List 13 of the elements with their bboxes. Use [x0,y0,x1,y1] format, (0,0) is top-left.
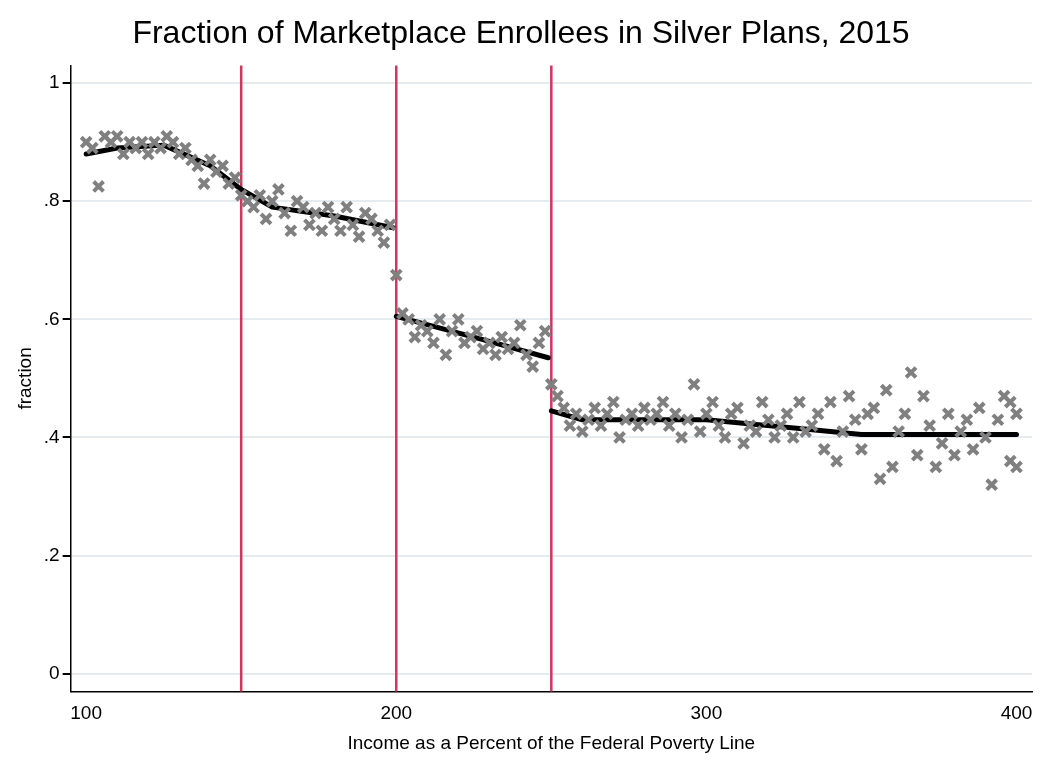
y-tick-label: .8 [43,189,60,211]
y-tick-label: 0 [49,661,60,683]
y-tick-label: 1 [49,71,60,93]
x-tick-label: 100 [70,702,102,724]
chart-title: Fraction of Marketplace Enrollees in Silver Plans, 2015 [132,14,910,51]
y-tick-label: .4 [43,425,61,447]
x-tick-label: 300 [690,702,723,724]
y-tick-label: .2 [43,543,60,565]
x-tick-label: 400 [1000,702,1033,724]
y-axis-title: fraction [13,347,35,410]
x-tick-label: 200 [380,702,413,724]
y-tick-label: .6 [43,307,60,329]
x-axis-title: Income as a Percent of the Federal Poverty Line [347,731,756,753]
